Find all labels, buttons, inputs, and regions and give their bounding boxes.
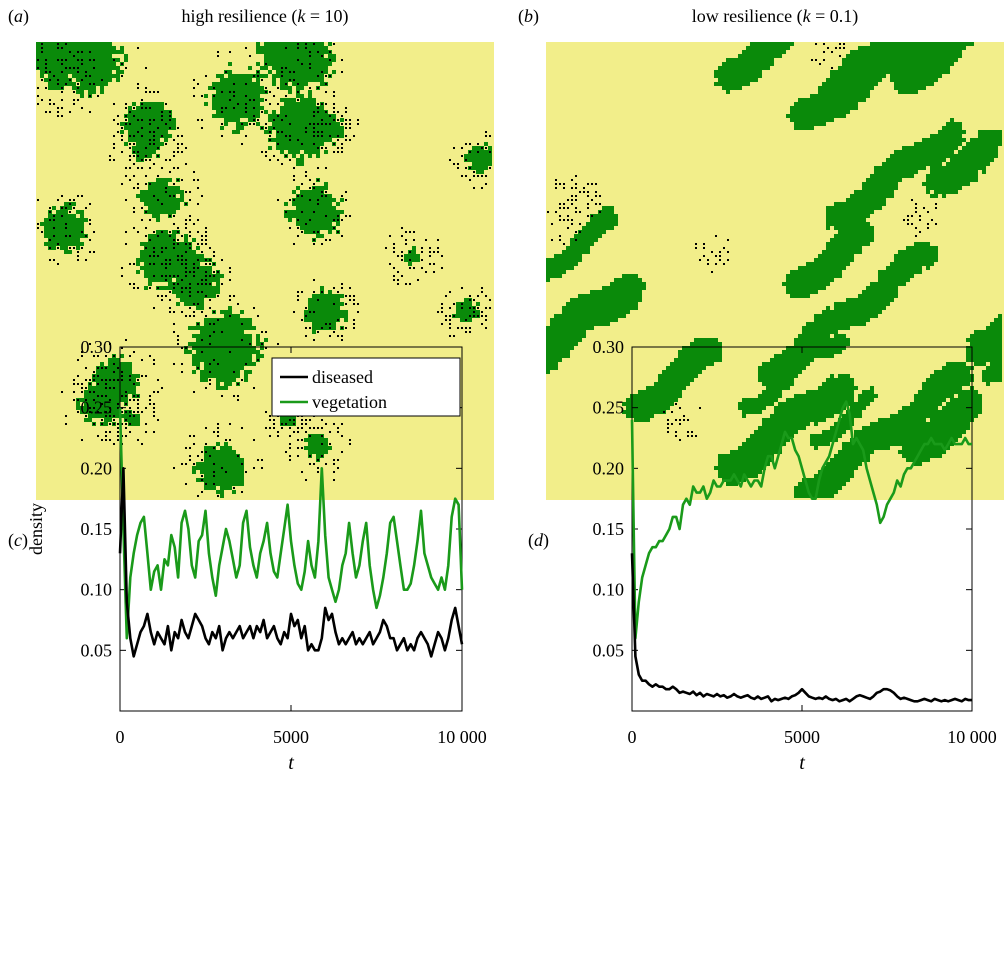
series-line-vegetation-d — [630, 400, 972, 640]
x-axis-label-d: t — [799, 752, 805, 774]
panel-label-a: (a) — [8, 6, 29, 26]
chart-c: 0.05 0.10 0.15 0.20 0.25 0.30 0 5000 10 000 t dens… — [26, 337, 487, 774]
x-tick-label-c: 0 — [116, 727, 125, 747]
x-axis-label-c: t — [288, 752, 294, 774]
y-tick-label-c: 0.30 — [81, 337, 113, 357]
y-tick-label-d: 0.30 — [593, 337, 625, 357]
legend-label-vegetation: vegetation — [312, 392, 387, 412]
y-tick-label-c: 0.20 — [81, 458, 113, 478]
x-tick-label-d: 5000 — [784, 727, 820, 747]
y-tick-label-d: 0.05 — [593, 640, 625, 660]
y-tick-label-c: 0.05 — [81, 640, 113, 660]
y-tick-label-c: 0.25 — [81, 398, 113, 418]
x-tick-label-c: 5000 — [273, 727, 309, 747]
series-line-diseased-c — [118, 466, 464, 658]
y-axis-label-c: density — [26, 503, 46, 555]
x-tick-label-c: 10 000 — [437, 727, 487, 747]
panel-title-b: low resilience (k = 0.1) — [691, 6, 859, 26]
series-line-diseased-d — [630, 553, 972, 703]
series-line-vegetation-c — [118, 407, 464, 640]
panel-label-c: (c) — [8, 530, 28, 550]
x-tick-label-d: 10 000 — [947, 727, 997, 747]
y-tick-label-d: 0.10 — [593, 580, 625, 600]
legend-box — [271, 357, 461, 417]
panel-title-a: high resilience (k = 10) — [181, 6, 349, 26]
spatial-map-high-resilience — [36, 42, 494, 500]
spatial-map-low-resilience — [546, 42, 1004, 500]
x-tick-label-d: 0 — [628, 727, 637, 747]
y-tick-label-d: 0.15 — [593, 519, 625, 539]
chart-d: 0.05 0.10 0.15 0.20 0.25 0.30 0 5000 10 000 t — [593, 337, 997, 774]
y-tick-label-d: 0.20 — [593, 458, 625, 478]
panel-label-b: (b) — [518, 6, 539, 26]
y-tick-label-c: 0.10 — [81, 580, 113, 600]
panel-label-d: (d) — [528, 530, 549, 550]
y-tick-label-d: 0.25 — [593, 398, 625, 418]
legend-label-diseased: diseased — [312, 367, 373, 387]
y-tick-label-c: 0.15 — [81, 519, 113, 539]
plot-frame-d — [631, 346, 973, 712]
